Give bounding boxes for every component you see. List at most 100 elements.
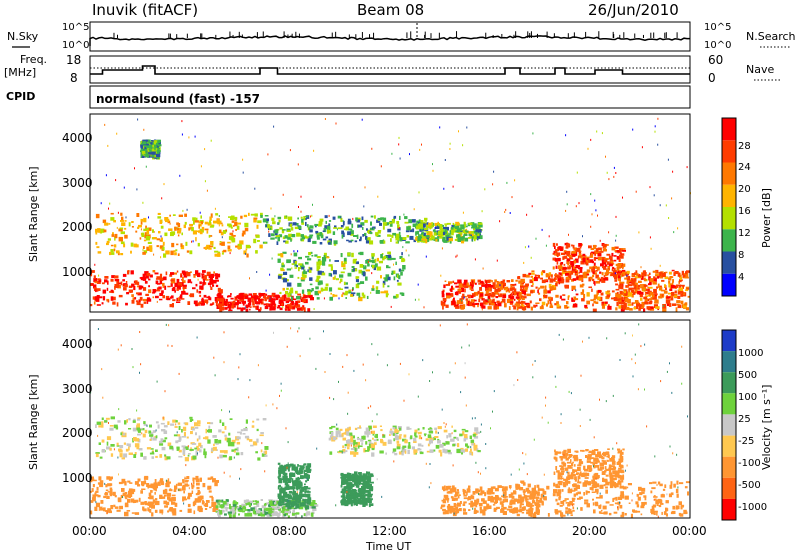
heat-cell [407, 449, 410, 455]
heat-cell [161, 290, 164, 294]
heat-speck [324, 118, 326, 120]
heat-cell [107, 483, 112, 487]
heat-cell [192, 217, 196, 221]
heat-cell [593, 252, 596, 255]
heat-speck [188, 136, 190, 139]
heat-cell [515, 293, 518, 295]
heat-cell [289, 274, 294, 278]
heat-cell [128, 490, 133, 495]
heat-cell [638, 305, 643, 309]
heat-speck [443, 187, 445, 190]
heat-cell [448, 237, 453, 242]
heat-cell [443, 284, 446, 289]
heat-cell [342, 491, 345, 495]
heat-cell [253, 219, 257, 223]
heat-cell [343, 292, 348, 296]
heat-cell [565, 246, 569, 249]
heat-speck [463, 296, 465, 299]
heat-cell [475, 488, 479, 491]
heat-cell [496, 506, 500, 509]
heat-cell [600, 263, 604, 267]
heat-cell [198, 449, 202, 453]
heat-cell [340, 500, 344, 504]
heat-cell [363, 448, 366, 453]
heat-cell [92, 497, 96, 502]
heat-cell [138, 448, 143, 451]
heat-cell [155, 295, 159, 299]
heat-cell [666, 296, 671, 299]
heat-speck [293, 250, 295, 253]
heat-cell [300, 234, 304, 238]
heat-cell [218, 229, 222, 234]
heat-speck [218, 215, 220, 217]
heat-cell [164, 217, 169, 221]
heat-cell [571, 285, 576, 290]
heat-cell [441, 499, 446, 502]
heat-cell [325, 220, 327, 224]
heat-cell [474, 299, 477, 302]
heat-cell [131, 512, 135, 514]
heat-cell [625, 306, 630, 311]
heat-cell [306, 511, 311, 516]
heat-cell [350, 493, 356, 496]
heat-cell [458, 508, 462, 512]
heat-cell [139, 427, 143, 430]
heat-cell [215, 511, 218, 513]
heat-cell [565, 273, 569, 276]
heat-cell [244, 294, 249, 300]
heat-cell [604, 278, 609, 281]
heat-cell [622, 271, 627, 276]
heat-cell [107, 300, 110, 303]
heat-cell [334, 260, 339, 262]
heat-cell [243, 250, 247, 255]
heat-cell [120, 281, 123, 286]
heat-cell [449, 239, 452, 244]
heat-cell [618, 258, 621, 262]
heat-cell [538, 500, 542, 503]
heat-cell [642, 302, 645, 304]
heat-cell [117, 252, 120, 256]
heat-cell [124, 227, 127, 230]
heat-cell [353, 482, 356, 486]
heat-cell [592, 274, 595, 278]
heat-cell [390, 428, 392, 431]
heat-cell [468, 231, 472, 235]
heat-cell [253, 297, 257, 300]
heat-cell [260, 212, 263, 216]
heat-cell [391, 270, 394, 275]
heat-cell [651, 294, 655, 298]
heat-speck [210, 139, 212, 142]
heat-cell [424, 217, 428, 221]
heat-cell [356, 292, 361, 296]
heat-cell [275, 294, 277, 298]
heat-cell [298, 233, 301, 236]
heat-cell [294, 514, 297, 518]
heat-cell [218, 429, 222, 433]
heat-cell [161, 237, 163, 242]
heat-cell [389, 430, 394, 434]
heat-cell [159, 443, 164, 446]
heat-cell [352, 479, 355, 483]
heat-cell [509, 502, 513, 505]
heat-cell [167, 285, 171, 288]
heat-cell [374, 435, 377, 438]
heat-cell [350, 503, 353, 507]
heat-cell [470, 500, 473, 505]
heat-cell [179, 294, 183, 299]
heat-cell [352, 259, 357, 264]
heat-cell [674, 290, 677, 294]
heat-cell [345, 226, 350, 231]
heat-cell [235, 452, 240, 456]
heat-cell [298, 263, 303, 266]
heat-cell [257, 457, 261, 461]
heat-cell [518, 494, 522, 499]
heat-cell [305, 261, 309, 265]
heat-cell [490, 303, 495, 306]
heat-cell [156, 140, 158, 145]
heat-cell [450, 293, 454, 297]
heat-cell [567, 243, 570, 246]
heat-cell [603, 268, 607, 270]
heat-cell [588, 277, 592, 282]
heat-cell [121, 488, 125, 492]
